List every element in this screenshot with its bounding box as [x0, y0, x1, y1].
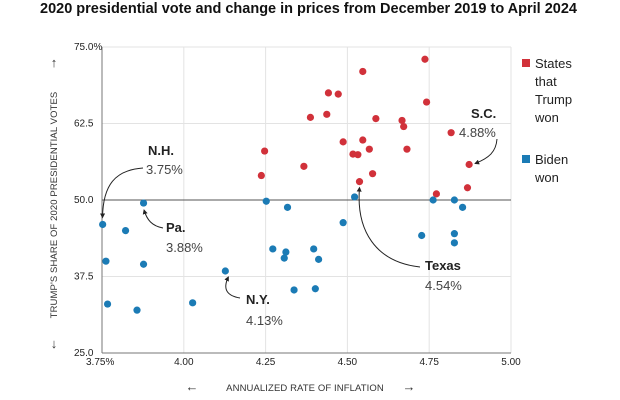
annotation-label-nh: N.H. — [148, 143, 174, 158]
annotation-value-sc: 4.88% — [459, 125, 496, 140]
trump-state-point — [323, 110, 331, 118]
biden-state-point — [310, 245, 318, 253]
trump-state-point — [372, 115, 380, 123]
biden-state-point — [458, 203, 467, 211]
trump-state-point — [368, 170, 377, 178]
biden-state-point — [350, 193, 359, 201]
biden-state-point — [269, 245, 277, 253]
biden-state-point — [280, 254, 288, 262]
biden-state-point — [262, 197, 270, 205]
sc-leader-arrow — [474, 138, 498, 165]
trump-state-point — [421, 55, 429, 63]
nh-leader-arrow — [100, 167, 144, 219]
biden-state-point — [429, 196, 437, 204]
x-axis-right-arrow: → — [403, 379, 416, 394]
y-tick-label: 25.0 — [74, 348, 94, 359]
trump-state-point — [365, 145, 373, 153]
trump-state-point — [354, 151, 362, 159]
annotation-label-texas: Texas — [425, 258, 461, 273]
x-tick-label: 4.75 — [419, 357, 439, 368]
trump-state-point — [306, 113, 315, 121]
trump-state-point — [261, 147, 269, 155]
trump-state-point — [300, 162, 308, 170]
biden-state-point — [121, 227, 130, 235]
trump-state-point — [463, 184, 472, 192]
legend-swatch-trump — [522, 59, 530, 67]
y-tick-label: 75.0% — [74, 42, 102, 53]
legend-swatch-biden — [522, 155, 530, 163]
trump-state-point — [432, 190, 440, 198]
biden-state-point — [133, 306, 141, 314]
trump-state-point — [465, 160, 473, 169]
trump-state-point — [334, 90, 342, 98]
x-tick-label: 3.75% — [86, 357, 114, 368]
x-axis-title: ANNUALIZED RATE OF INFLATION — [226, 383, 384, 394]
y-axis-down-arrow: ↓ — [51, 336, 58, 351]
legend-label-trump: Trump — [535, 92, 572, 107]
annotation-value-nh: 3.75% — [146, 162, 183, 177]
y-axis-title: TRUMP'S SHARE OF 2020 PRESIDENTIAL VOTES — [49, 92, 60, 319]
trump-state-point — [359, 136, 367, 144]
biden-state-point — [221, 267, 229, 275]
legend-label-trump: States — [535, 56, 572, 71]
annotation-label-sc: S.C. — [471, 106, 496, 121]
biden-state-point — [99, 220, 107, 229]
pa-leader-arrow — [142, 209, 164, 229]
biden-state-point — [290, 286, 298, 294]
trump-state-point — [400, 122, 408, 131]
biden-state-point — [139, 260, 148, 268]
legend-label-trump: that — [535, 74, 557, 89]
annotation-value-texas: 4.54% — [425, 278, 462, 293]
trump-state-point — [398, 116, 406, 125]
trump-state-point — [339, 138, 347, 146]
biden-state-point — [339, 219, 347, 227]
y-axis-up-arrow: ↑ — [51, 55, 58, 70]
biden-state-point — [450, 230, 458, 238]
texas-leader-arrow — [356, 186, 421, 268]
biden-state-point — [283, 203, 292, 211]
chart-title: 2020 presidential vote and change in pri… — [40, 1, 577, 17]
legend-label-trump: won — [534, 110, 559, 125]
x-tick-label: 4.25 — [256, 357, 276, 368]
x-axis-left-arrow: ← — [186, 379, 199, 394]
annotation-value-pa: 3.88% — [166, 240, 203, 255]
biden-state-point — [311, 285, 319, 293]
biden-state-point — [418, 231, 426, 240]
legend-label-biden: won — [534, 170, 559, 185]
biden-state-point — [102, 257, 110, 265]
trump-state-point — [447, 129, 455, 137]
trump-state-point — [355, 178, 364, 186]
x-tick-label: 4.50 — [338, 357, 358, 368]
trump-state-point — [257, 171, 265, 180]
y-tick-label: 37.5 — [74, 272, 94, 283]
trump-state-point — [324, 89, 333, 97]
biden-state-point — [189, 299, 197, 307]
biden-state-point — [282, 248, 290, 256]
x-tick-label: 4.00 — [174, 357, 194, 368]
trump-state-point — [422, 98, 431, 106]
x-tick-label: 5.00 — [501, 357, 521, 368]
annotation-label-pa: Pa. — [166, 220, 186, 235]
biden-state-point — [139, 199, 148, 207]
annotation-value-ny: 4.13% — [246, 313, 283, 328]
biden-state-point — [450, 196, 458, 204]
biden-state-point — [450, 239, 458, 247]
biden-state-point — [315, 255, 323, 263]
trump-state-point — [359, 67, 367, 76]
ny-leader-arrow — [224, 276, 241, 299]
trump-state-point — [403, 145, 411, 153]
annotation-label-ny: N.Y. — [246, 292, 270, 307]
biden-state-point — [103, 300, 112, 308]
y-tick-label: 50.0 — [74, 195, 94, 206]
y-tick-label: 62.5 — [74, 119, 94, 130]
legend-label-biden: Biden — [535, 152, 568, 167]
